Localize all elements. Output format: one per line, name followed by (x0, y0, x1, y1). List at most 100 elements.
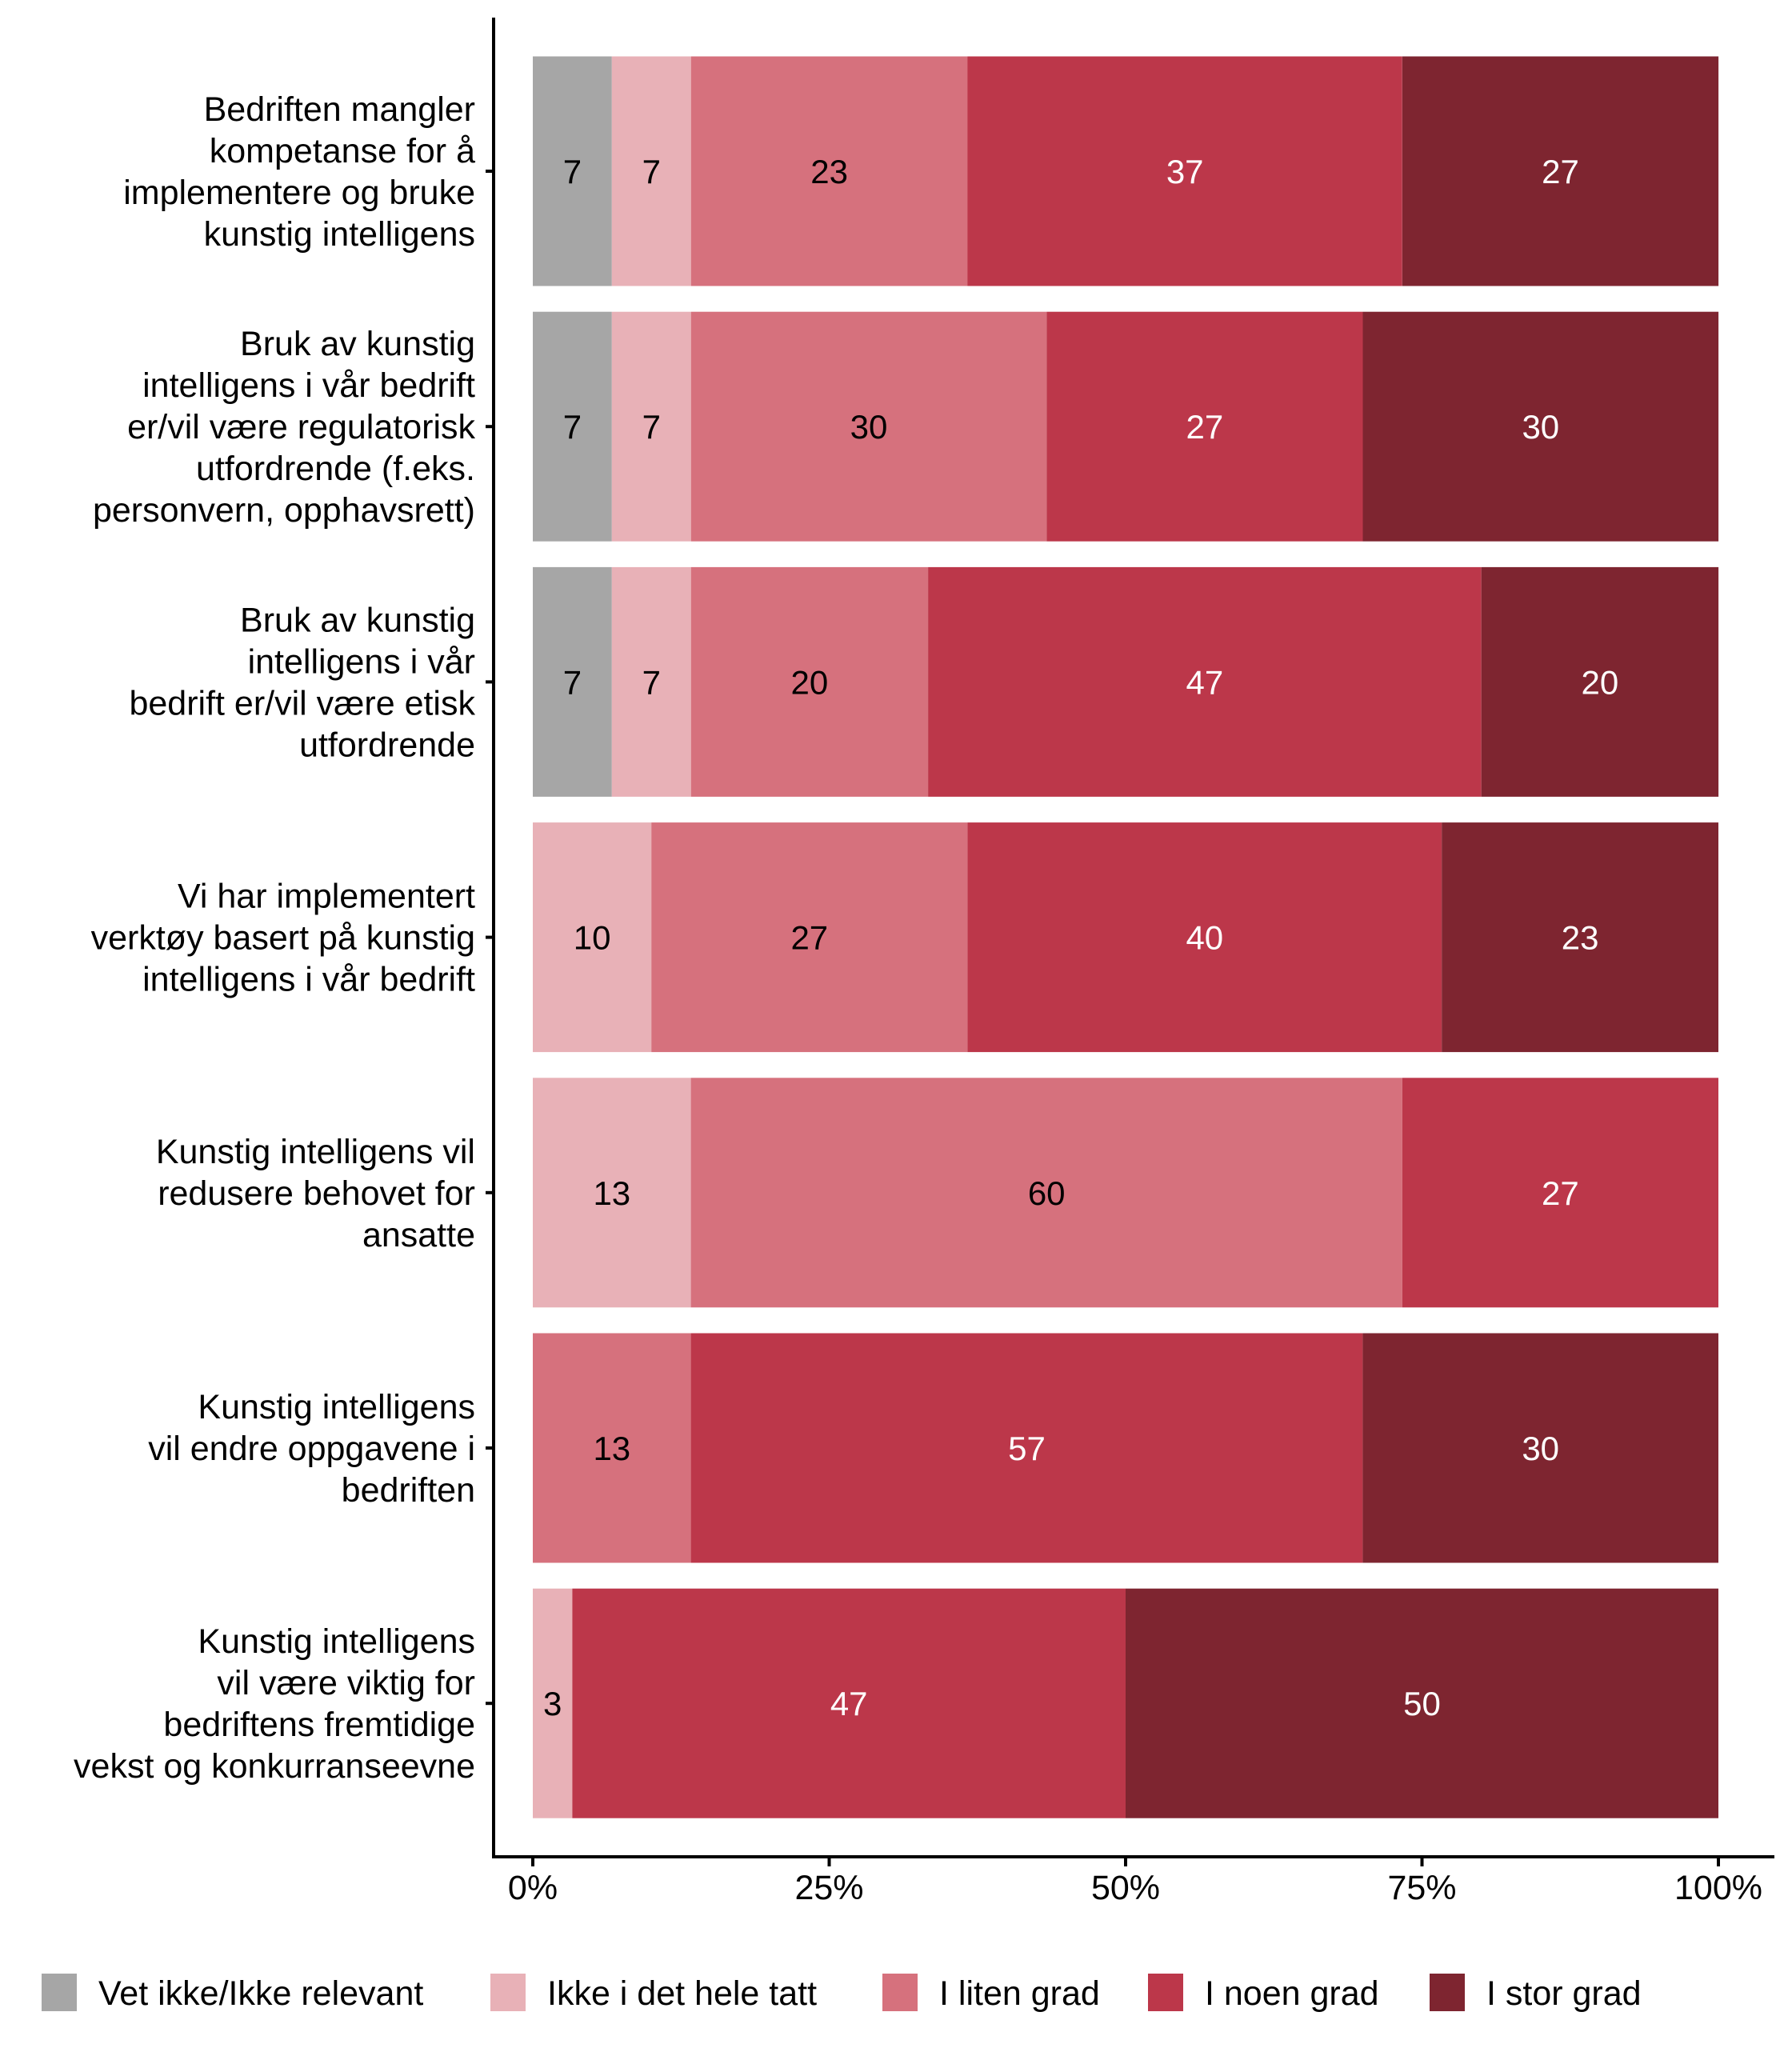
bar-segment-2-1 (533, 311, 612, 542)
category-label-line: Kunstig intelligens (198, 1622, 475, 1661)
bar-segment-4-2 (533, 822, 652, 1053)
x-tick-label: 75% (1387, 1869, 1456, 1907)
category-label-line: implementere og bruke (123, 174, 475, 212)
legend-label-5: I stor grad (1486, 1974, 1642, 2013)
category-label-line: Bedriften mangler (204, 90, 475, 129)
category-label-line: intelligens i vår (248, 642, 475, 681)
category-label-line: Kunstig intelligens vil (156, 1133, 475, 1171)
bar-value-label: 47 (830, 1685, 868, 1722)
bar-segment-6-3 (533, 1333, 691, 1563)
bar-segment-3-2 (611, 566, 691, 797)
category-label-line: verktøy basert på kunstig (91, 919, 475, 958)
category-label-line: intelligens i vår bedrift (142, 366, 475, 405)
category-labels-layer: Bedriften mangler kompetanse for å impleme… (74, 90, 475, 1786)
bar-value-label: 27 (1542, 153, 1579, 190)
legend-key-5 (1430, 1974, 1465, 2011)
bar-value-label: 3 (543, 1685, 562, 1722)
bar-segment-2-2 (611, 311, 691, 542)
category-label-line: ansatte (362, 1216, 475, 1254)
bar-labels-layer: 7 7 23 37 27 7 7 30 27 30 7 7 20 47 20 10 27 40 23 13 60 27 13… (543, 153, 1618, 1722)
bar-value-label: 10 (574, 919, 611, 957)
x-ticks-layer: 0% 25% 50% 75% 100% (508, 1857, 1762, 1907)
bar-value-label: 37 (1166, 153, 1204, 190)
category-label-line: bedriften (342, 1471, 475, 1510)
bar-value-label: 23 (810, 153, 848, 190)
legend-label-2: Ikke i det hele tatt (547, 1974, 817, 2013)
bar-segment-1-1 (533, 56, 612, 286)
bar-segment-2-5 (1362, 311, 1719, 542)
x-tick-label: 100% (1674, 1869, 1762, 1907)
bar-value-label: 7 (563, 663, 582, 701)
bar-value-label: 57 (1008, 1430, 1046, 1467)
legend-label-3: I liten grad (939, 1974, 1100, 2013)
bar-segment-6-5 (1362, 1333, 1718, 1563)
category-label-6: Kunstig intelligens vil endre oppgavene i… (148, 1388, 475, 1510)
bar-segment-5-2 (533, 1078, 691, 1308)
category-label-line: bedrift er/vil være etisk (129, 684, 475, 722)
bar-value-label: 7 (642, 153, 661, 190)
category-label-5: Kunstig intelligens vil redusere behovet … (156, 1133, 475, 1254)
y-ticks-layer (486, 170, 494, 1706)
category-label-line: intelligens i vår bedrift (142, 961, 475, 999)
legend-key-4 (1148, 1974, 1183, 2011)
category-label-1: Bedriften mangler kompetanse for å impleme… (123, 90, 475, 254)
bar-value-label: 20 (791, 663, 829, 701)
category-label-line: redusere behovet for (158, 1174, 475, 1213)
bar-segment-4-3 (651, 822, 968, 1053)
bar-value-label: 30 (1522, 408, 1559, 446)
category-label-line: personvern, opphavsrett) (93, 491, 475, 530)
bar-segment-1-5 (1402, 56, 1719, 286)
category-label-line: utfordrende (299, 726, 475, 764)
bar-value-label: 47 (1186, 663, 1224, 701)
category-label-2: Bruk av kunstig intelligens i vår bedrift… (93, 325, 476, 530)
bar-segment-6-4 (690, 1333, 1363, 1563)
legend-key-3 (882, 1974, 918, 2011)
legend-key-2 (490, 1974, 526, 2011)
bar-segment-3-4 (928, 566, 1482, 797)
bar-value-label: 23 (1562, 919, 1599, 957)
category-label-line: er/vil være regulatorisk (127, 408, 475, 446)
bar-segment-2-3 (690, 311, 1047, 542)
bar-value-label: 40 (1186, 919, 1223, 957)
bar-value-label: 7 (642, 663, 661, 701)
bars-layer (533, 56, 1719, 1818)
category-label-line: vil være viktig for (217, 1664, 475, 1702)
category-label-line: Bruk av kunstig (240, 601, 475, 639)
bar-segment-7-4 (572, 1588, 1126, 1818)
category-label-line: utfordrende (f.eks. (196, 450, 475, 488)
bar-value-label: 27 (790, 919, 828, 957)
bar-value-label: 27 (1542, 1174, 1579, 1212)
bar-value-label: 7 (642, 408, 661, 446)
bar-segment-2-4 (1046, 311, 1363, 542)
legend-label-1: Vet ikke/Ikke relevant (98, 1974, 423, 2013)
category-label-7: Kunstig intelligens vil være viktig for be… (74, 1622, 475, 1786)
bar-segment-5-4 (1402, 1078, 1718, 1308)
bar-value-label: 50 (1403, 1685, 1441, 1722)
bar-segment-7-2 (533, 1588, 573, 1818)
category-label-line: kunstig intelligens (204, 215, 475, 254)
legend-key-1 (42, 1974, 77, 2011)
bar-segment-1-2 (611, 56, 691, 286)
bar-segment-5-3 (690, 1078, 1402, 1308)
category-label-3: Bruk av kunstig intelligens i vår bedrift … (129, 601, 475, 764)
bar-value-label: 27 (1186, 408, 1224, 446)
bar-segment-1-4 (967, 56, 1402, 286)
category-label-line: bedriftens fremtidige (163, 1706, 475, 1744)
category-label-line: Kunstig intelligens (198, 1388, 475, 1426)
legend-label-4: I noen grad (1205, 1974, 1379, 2013)
bar-value-label: 30 (850, 408, 888, 446)
bar-value-label: 13 (593, 1430, 630, 1467)
bar-segment-4-4 (967, 822, 1442, 1053)
category-label-line: kompetanse for å (210, 132, 475, 170)
category-label-line: Bruk av kunstig (240, 325, 475, 363)
bar-segment-3-5 (1481, 566, 1719, 797)
legend: Vet ikke/Ikke relevant Ikke i det hele ta… (42, 1974, 1642, 2013)
bar-value-label: 7 (563, 153, 582, 190)
bar-segment-3-3 (690, 566, 929, 797)
x-tick-label: 25% (794, 1869, 863, 1907)
x-tick-label: 50% (1091, 1869, 1160, 1907)
bar-segment-3-1 (533, 566, 612, 797)
bar-value-label: 30 (1522, 1430, 1559, 1467)
bar-value-label: 20 (1582, 663, 1619, 701)
